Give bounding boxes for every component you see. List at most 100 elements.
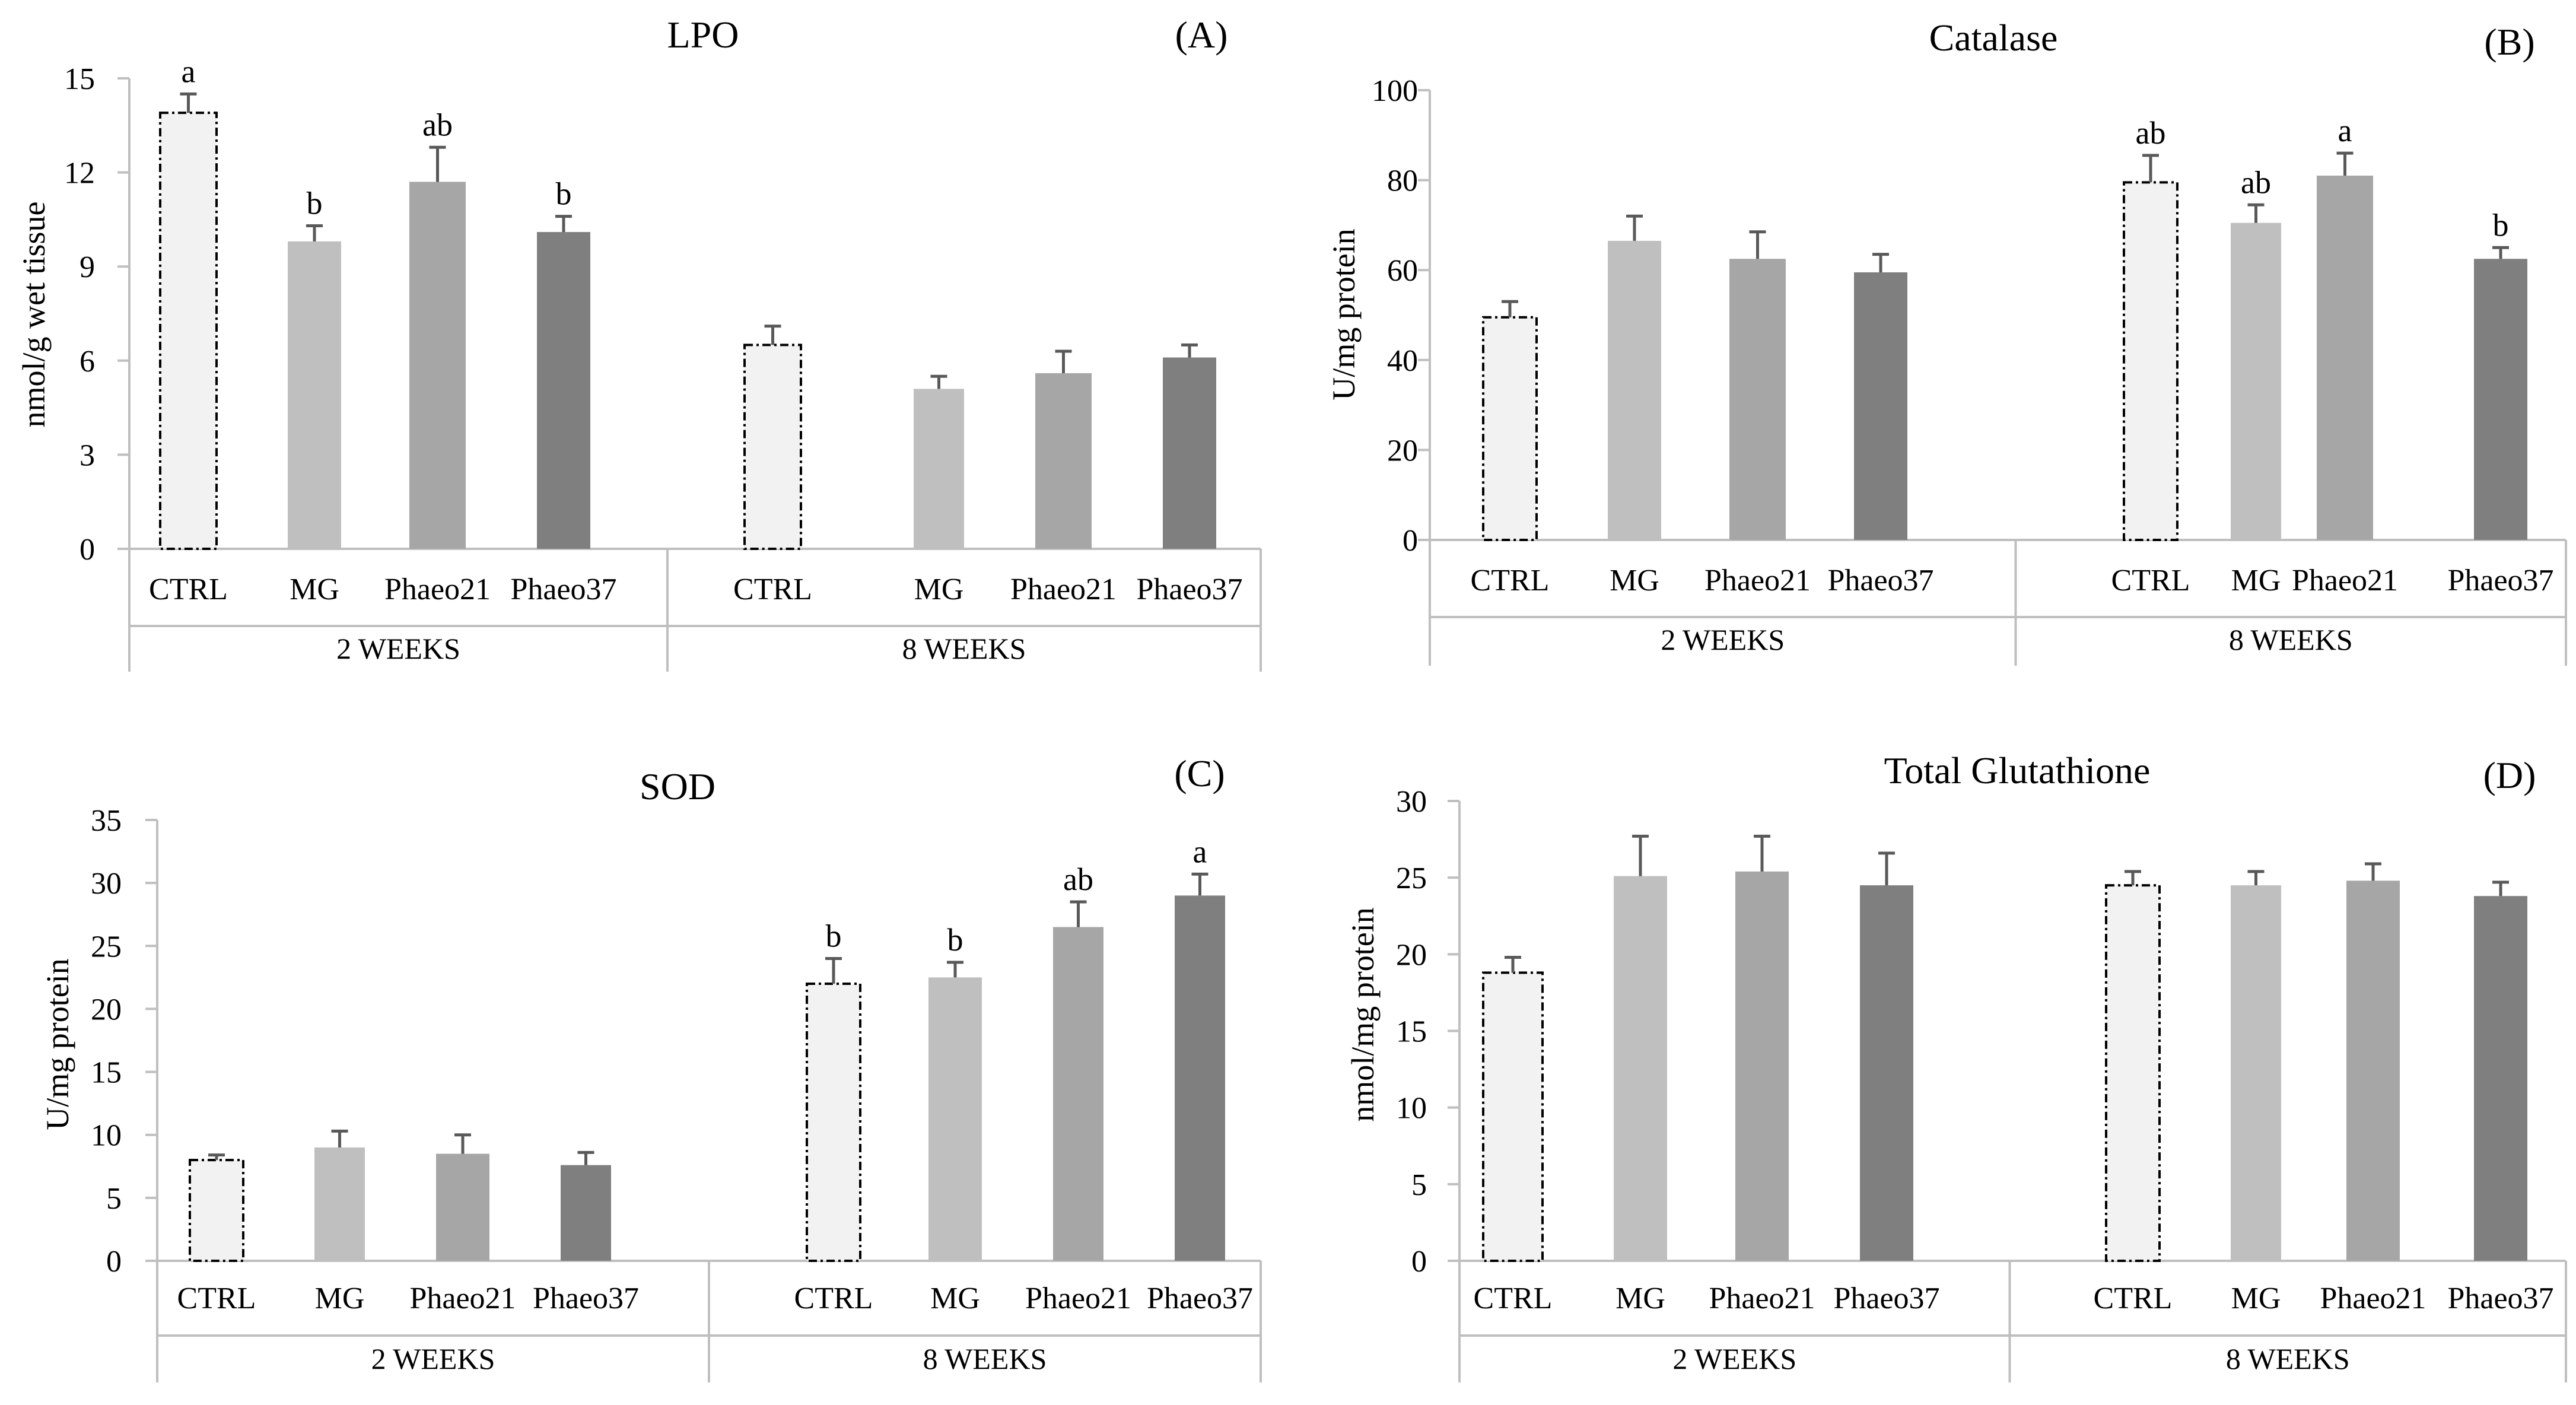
y-tick-label: 0: [106, 1245, 122, 1279]
y-axis-label: U/mg protein: [1326, 228, 1362, 400]
x-category-label: CTRL: [2094, 1282, 2173, 1315]
significance-label: b: [556, 176, 572, 212]
y-tick-label: 60: [1387, 254, 1418, 288]
y-tick-label: 35: [91, 804, 122, 838]
y-tick-label: 30: [91, 867, 122, 901]
chart-title: SOD: [640, 765, 715, 808]
x-category-label: CTRL: [1471, 564, 1550, 597]
y-tick-label: 100: [1372, 74, 1418, 108]
chart-panel-c: SOD (C) U/mg protein 0 5 10 15 20 25 30 35 CTRL MG Ph…: [40, 752, 1262, 1382]
y-tick-label: 20: [91, 993, 122, 1026]
x-group-label: 8 WEEKS: [2226, 1342, 2350, 1375]
bar-2-weeks-mg: [1614, 876, 1667, 1261]
bar-8-weeks-mg: [914, 389, 964, 549]
x-category-label: CTRL: [794, 1282, 873, 1315]
y-axis-label: nmol/mg protein: [1345, 907, 1381, 1121]
x-group-label: 2 WEEKS: [1661, 623, 1785, 656]
y-tick-label: 80: [1387, 164, 1418, 198]
bar-2-weeks-phaeo21: [1735, 871, 1789, 1261]
x-category-label: MG: [914, 573, 964, 606]
x-category-label: MG: [2231, 564, 2281, 597]
y-tick-label: 25: [1396, 862, 1427, 895]
significance-label: ab: [2241, 164, 2271, 200]
significance-label: ab: [422, 107, 453, 142]
y-tick-label: 20: [1387, 434, 1418, 468]
x-category-label: Phaeo37: [533, 1282, 639, 1315]
x-category-label: CTRL: [733, 573, 812, 606]
x-category-label: Phaeo21: [384, 573, 491, 606]
chart-title: LPO: [667, 14, 739, 56]
significance-label: a: [2338, 113, 2352, 148]
panel-letter: (C): [1174, 752, 1225, 794]
bar-2-weeks-ctrl: [1482, 316, 1538, 541]
y-tick-label: 15: [1396, 1015, 1427, 1049]
y-tick-label: 0: [1411, 1245, 1427, 1279]
x-category-label: Phaeo21: [2292, 564, 2398, 597]
bar-8-weeks-ctrl: [806, 982, 861, 1262]
bar-2-weeks-ctrl: [189, 1159, 244, 1262]
y-tick-label: 5: [1411, 1168, 1427, 1202]
bar-8-weeks-phaeo21: [2346, 880, 2400, 1261]
x-group-label: 2 WEEKS: [336, 632, 460, 665]
bar-2-weeks-phaeo21: [436, 1153, 489, 1261]
x-category-label: Phaeo21: [1010, 573, 1117, 606]
bar-2-weeks-phaeo37: [1860, 885, 1913, 1261]
significance-label: b: [947, 922, 963, 958]
bar-8-weeks-ctrl: [2123, 181, 2179, 541]
y-tick-label: 40: [1387, 344, 1418, 378]
y-tick-label: 0: [1403, 524, 1418, 558]
x-category-label: Phaeo21: [1709, 1282, 1815, 1315]
y-tick-label: 25: [91, 930, 122, 964]
x-group-label: 2 WEEKS: [1672, 1342, 1796, 1375]
y-tick-label: 0: [79, 533, 95, 567]
y-tick-label: 6: [79, 345, 95, 379]
x-category-label: Phaeo21: [409, 1282, 516, 1315]
x-category-label: CTRL: [177, 1282, 256, 1315]
x-category-label: MG: [930, 1282, 980, 1315]
x-group-label: 8 WEEKS: [2229, 623, 2353, 656]
x-group-label: 8 WEEKS: [902, 632, 1026, 665]
x-category-label: Phaeo21: [1704, 564, 1811, 597]
chart-panel-d: Total Glutathione (D) nmol/mg protein 0 5 10 1…: [1345, 749, 2567, 1382]
bar-2-weeks-ctrl: [1482, 971, 1544, 1263]
bar-2-weeks-mg: [314, 1147, 365, 1261]
bar-8-weeks-ctrl: [743, 344, 802, 550]
x-category-label: Phaeo37: [2447, 1282, 2553, 1315]
chart-panel-a: LPO (A) nmol/g wet tissue 0 3 6 9 12 15 a CTRL b MG a…: [16, 14, 1262, 672]
y-tick-label: 15: [64, 62, 95, 96]
bar-8-weeks-phaeo37: [2474, 896, 2527, 1261]
bar-8-weeks-mg: [928, 977, 982, 1261]
panel-letter: (A): [1175, 14, 1228, 56]
bar-2-weeks-mg: [288, 241, 341, 549]
panel-letter: (B): [2484, 21, 2534, 63]
y-tick-label: 9: [79, 250, 95, 284]
bar-8-weeks-mg: [2231, 222, 2281, 540]
significance-label: a: [1193, 834, 1207, 869]
y-tick-label: 10: [91, 1119, 122, 1153]
bar-8-weeks-phaeo37: [1175, 895, 1225, 1261]
bar-2-weeks-ctrl: [159, 112, 218, 551]
y-axis-label: nmol/g wet tissue: [16, 202, 52, 428]
significance-label: b: [826, 918, 842, 954]
bar-2-weeks-phaeo37: [537, 232, 590, 549]
bar-8-weeks-phaeo37: [1163, 357, 1216, 549]
y-tick-label: 3: [79, 438, 95, 472]
x-category-label: MG: [2231, 1282, 2281, 1315]
bar-8-weeks-phaeo21: [1053, 927, 1103, 1261]
chart-title: Total Glutathione: [1884, 749, 2151, 791]
x-category-label: MG: [1615, 1282, 1665, 1315]
y-tick-label: 10: [1396, 1092, 1427, 1126]
x-category-label: MG: [1610, 564, 1659, 597]
x-category-label: CTRL: [149, 573, 228, 606]
x-category-label: Phaeo21: [1025, 1282, 1131, 1315]
bar-2-weeks-phaeo21: [409, 182, 466, 549]
x-category-label: Phaeo21: [2320, 1282, 2426, 1315]
x-category-label: Phaeo37: [1136, 573, 1242, 606]
y-tick-label: 30: [1396, 785, 1427, 819]
y-tick-label: 15: [91, 1056, 122, 1090]
bar-8-weeks-phaeo21: [1035, 373, 1092, 549]
x-category-label: MG: [315, 1282, 365, 1315]
bar-2-weeks-phaeo37: [1854, 272, 1907, 540]
x-category-label: Phaeo37: [1147, 1282, 1253, 1315]
